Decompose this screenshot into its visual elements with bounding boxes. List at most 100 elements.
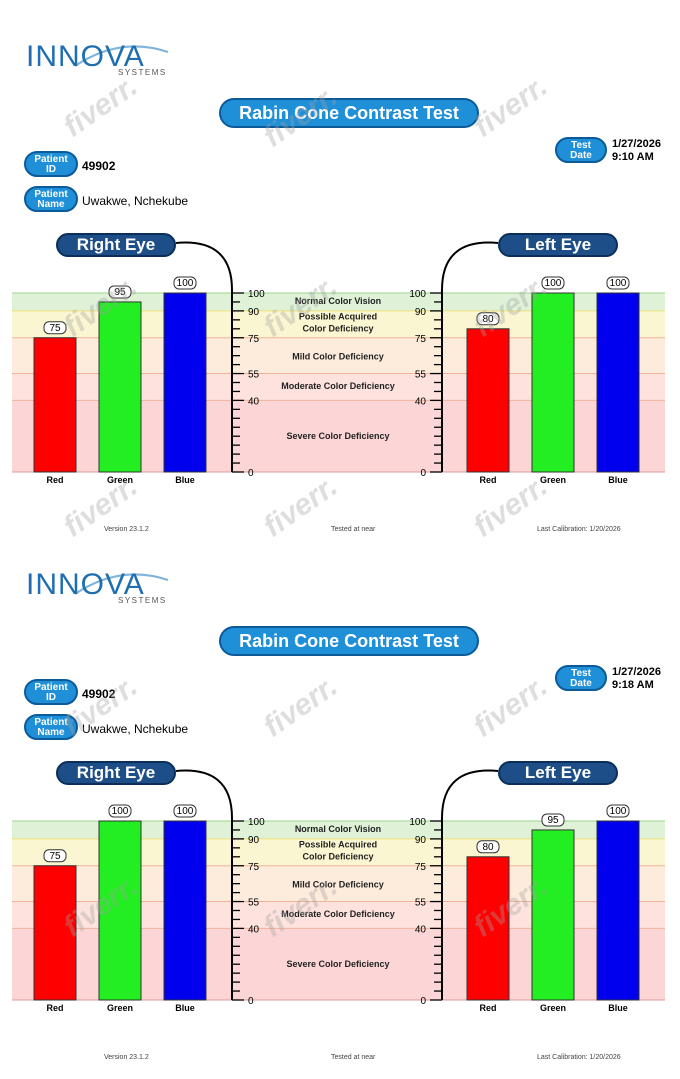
left-bar-blue [596,292,640,473]
value-label: 75 [49,323,61,334]
patient-name-value: Uwakwe, Nchekube [82,194,189,208]
left-ytick-label: 100 [409,817,426,828]
test-datetime: 1/27/2026 9:18 AM [612,666,661,692]
right-ytick-label: 55 [248,370,260,381]
logo-subtext: SYSTEMS [118,596,167,605]
logo-text: INNOVA [26,568,145,601]
value-label: 95 [114,287,126,298]
test-date-label: Test Date [555,137,607,163]
value-label-box [476,312,500,326]
patient-id-value: 49902 [82,687,116,701]
category-label: Green [540,475,566,485]
category-label: Green [107,1003,133,1013]
test-time-value: 9:18 AM [612,679,654,691]
left-ytick-label: 40 [415,924,427,935]
zone-label: Normal Color Vision [295,296,381,306]
test-date-value: 1/27/2026 [612,666,661,678]
category-label: Blue [608,475,628,485]
value-label-box [606,804,630,818]
patient-name-value: Uwakwe, Nchekube [82,722,189,736]
left-bar-green [531,292,575,473]
value-label-box [541,813,565,827]
value-label: 100 [610,806,627,817]
value-label-box [173,804,197,818]
category-label: Blue [175,1003,195,1013]
innova-logo: INNOVA SYSTEMS [26,40,176,85]
zone-label: Moderate Color Deficiency [281,909,395,919]
value-label-box [606,276,630,290]
right-ytick-label: 90 [248,307,260,318]
chart-2: Normal Color Vision Possible Acquired Colo… [12,769,665,1013]
left-ytick-label: 100 [409,289,426,300]
footer-version: Version 23.1.2 [104,526,149,533]
category-label: Red [46,1003,63,1013]
footer-version: Version 23.1.2 [104,1054,149,1061]
value-label-box [108,804,132,818]
left-ytick-label: 0 [420,468,426,479]
innova-logo: INNOVA SYSTEMS [26,568,176,613]
footer-tested: Tested at near [331,526,376,533]
right-ytick-label: 40 [248,396,260,407]
left-ytick-label: 75 [415,334,427,345]
footer-calibration: Last Calibration: 1/20/2026 [537,526,621,533]
report-1: INNOVA SYSTEMS Rabin Cone Contrast Test … [0,0,680,533]
right-ytick-label: 0 [248,468,254,479]
right-bar-blue [163,820,207,1001]
value-label: 95 [547,815,559,826]
value-label: 80 [482,314,494,325]
category-label: Blue [175,475,195,485]
value-label: 80 [482,842,494,853]
logo-text: INNOVA [26,40,145,73]
patient-id-value: 49902 [82,159,116,173]
zone-label: Severe Color Deficiency [286,431,389,441]
right-axis-connector [175,241,233,472]
value-label-box [541,276,565,290]
left-bar-red [466,856,510,1001]
zone-label: Mild Color Deficiency [292,880,384,890]
right-bar-green [98,301,142,473]
value-label: 75 [49,851,61,862]
footer-tested: Tested at near [331,1054,376,1061]
value-label-box [108,285,132,299]
left-ytick-label: 55 [415,370,427,381]
category-label: Green [107,475,133,485]
left-bar-red [466,328,510,473]
report-title: Rabin Cone Contrast Test [219,98,479,128]
zone-label: Severe Color Deficiency [286,959,389,969]
right-bar-green [98,820,142,1001]
right-ytick-label: 0 [248,996,254,1007]
value-label-box [43,849,67,863]
left-ytick-label: 55 [415,898,427,909]
right-ytick-label: 100 [248,817,265,828]
right-ytick-label: 40 [248,924,260,935]
patient-id-label: Patient ID [24,679,78,705]
chart-1: Normal Color Vision Possible Acquired Colo… [12,241,665,485]
report-title: Rabin Cone Contrast Test [219,626,479,656]
value-label: 100 [177,806,194,817]
left-bar-blue [596,820,640,1001]
left-bar-green [531,829,575,1001]
logo-subtext: SYSTEMS [118,68,167,77]
left-eye-label: Left Eye [498,761,618,785]
right-ytick-label: 90 [248,835,260,846]
value-label: 100 [610,278,627,289]
footer-calibration: Last Calibration: 1/20/2026 [537,1054,621,1061]
right-eye-label: Right Eye [56,761,176,785]
left-ytick-label: 75 [415,862,427,873]
category-label: Red [479,475,496,485]
left-ytick-label: 90 [415,307,427,318]
category-label: Blue [608,1003,628,1013]
test-time-value: 9:10 AM [612,151,654,163]
zone-label: Mild Color Deficiency [292,352,384,362]
left-eye-label: Left Eye [498,233,618,257]
right-bar-red [33,337,77,473]
right-bar-blue [163,292,207,473]
left-axis-connector [441,769,499,1000]
category-label: Red [46,475,63,485]
left-ytick-label: 90 [415,835,427,846]
right-ytick-label: 100 [248,289,265,300]
right-ytick-label: 55 [248,898,260,909]
test-datetime: 1/27/2026 9:10 AM [612,138,661,164]
value-label: 100 [545,278,562,289]
zone-label: Moderate Color Deficiency [281,381,395,391]
